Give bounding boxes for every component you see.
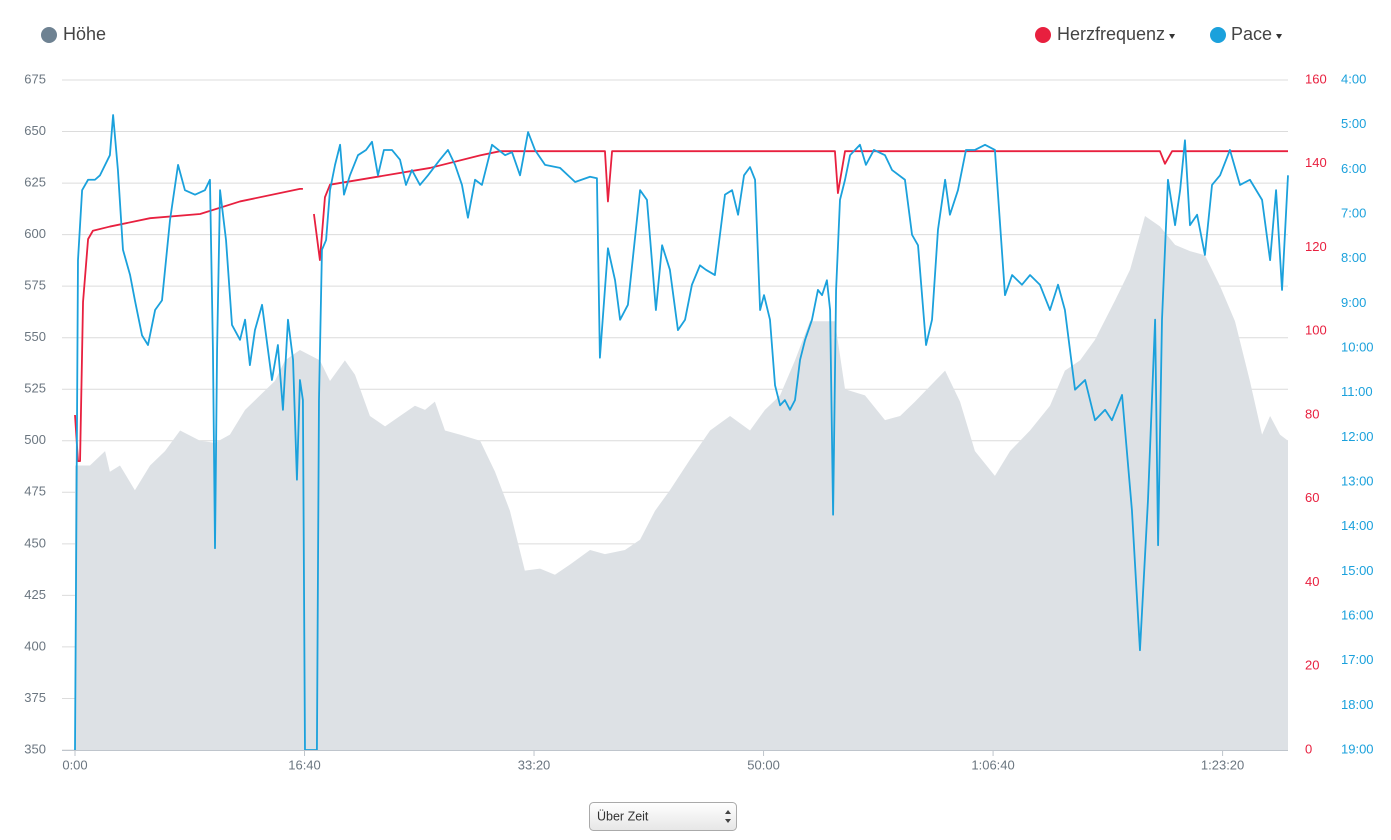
y3-tick-label: 19:00 <box>1341 741 1374 756</box>
legend: Höhe Herzfrequenz Pace <box>41 24 1283 44</box>
y3-tick-label: 13:00 <box>1341 473 1374 488</box>
y3-tick-label: 17:00 <box>1341 652 1374 667</box>
legend-label: Herzfrequenz <box>1057 24 1165 44</box>
y2-tick-label: 40 <box>1305 574 1319 589</box>
y2-tick-label: 100 <box>1305 323 1327 338</box>
y3-tick-label: 12:00 <box>1341 429 1374 444</box>
y3-tick-label: 18:00 <box>1341 697 1374 712</box>
y-tick-label: 575 <box>24 278 46 293</box>
x-tick-label: 33:20 <box>518 757 551 772</box>
y3-tick-label: 5:00 <box>1341 116 1366 131</box>
y3-tick-label: 9:00 <box>1341 295 1366 310</box>
series-line <box>74 114 1289 751</box>
elevation-area <box>75 216 1288 751</box>
y-tick-label: 450 <box>24 535 46 550</box>
y-tick-label: 550 <box>24 329 46 344</box>
legend-marker <box>1035 27 1051 43</box>
y-tick-label: 625 <box>24 175 46 190</box>
y3-tick-label: 16:00 <box>1341 607 1374 622</box>
select-arrow-down <box>725 819 731 823</box>
x-tick-label: 0:00 <box>62 757 87 772</box>
y2-tick-label: 120 <box>1305 239 1327 254</box>
y2-tick-label: 80 <box>1305 406 1319 421</box>
y3-tick-label: 10:00 <box>1341 339 1374 354</box>
time-select[interactable]: Über Zeit <box>589 802 737 831</box>
x-tick-label: 50:00 <box>747 757 780 772</box>
legend-dropdown-arrow <box>1276 34 1283 39</box>
y-tick-label: 475 <box>24 484 46 499</box>
select-arrow-up <box>725 810 731 814</box>
y3-tick-label: 8:00 <box>1341 250 1366 265</box>
y-tick-label: 375 <box>24 690 46 705</box>
x-tick-label: 16:40 <box>288 757 321 772</box>
axes: 3503754004254504755005255505756006256506… <box>24 71 1373 772</box>
y-tick-label: 600 <box>24 226 46 241</box>
y-tick-label: 500 <box>24 432 46 447</box>
y-tick-label: 525 <box>24 381 46 396</box>
series-line <box>74 150 1288 462</box>
y3-tick-label: 7:00 <box>1341 205 1366 220</box>
y-tick-label: 400 <box>24 638 46 653</box>
y-tick-label: 425 <box>24 587 46 602</box>
y-tick-label: 350 <box>24 741 46 756</box>
y2-tick-label: 20 <box>1305 658 1319 673</box>
x-tick-label: 1:23:20 <box>1201 757 1244 772</box>
series <box>74 114 1289 751</box>
y3-tick-label: 4:00 <box>1341 71 1366 86</box>
legend-label: Pace <box>1231 24 1272 44</box>
legend-marker <box>1210 27 1226 43</box>
y2-tick-label: 60 <box>1305 490 1319 505</box>
y3-tick-label: 14:00 <box>1341 518 1374 533</box>
y-tick-label: 650 <box>24 123 46 138</box>
y3-tick-label: 11:00 <box>1341 384 1373 399</box>
y-tick-label: 675 <box>24 71 46 86</box>
y3-tick-label: 15:00 <box>1341 563 1374 578</box>
y2-tick-label: 160 <box>1305 71 1327 86</box>
select-box[interactable] <box>589 802 737 831</box>
x-tick-label: 1:06:40 <box>971 757 1014 772</box>
y3-tick-label: 6:00 <box>1341 161 1366 176</box>
legend-marker <box>41 27 57 43</box>
y2-tick-label: 0 <box>1305 741 1312 756</box>
legend-label: Höhe <box>63 24 106 44</box>
y2-tick-label: 140 <box>1305 155 1327 170</box>
select-label[interactable]: Über Zeit <box>597 809 649 823</box>
legend-dropdown-arrow <box>1169 34 1176 39</box>
